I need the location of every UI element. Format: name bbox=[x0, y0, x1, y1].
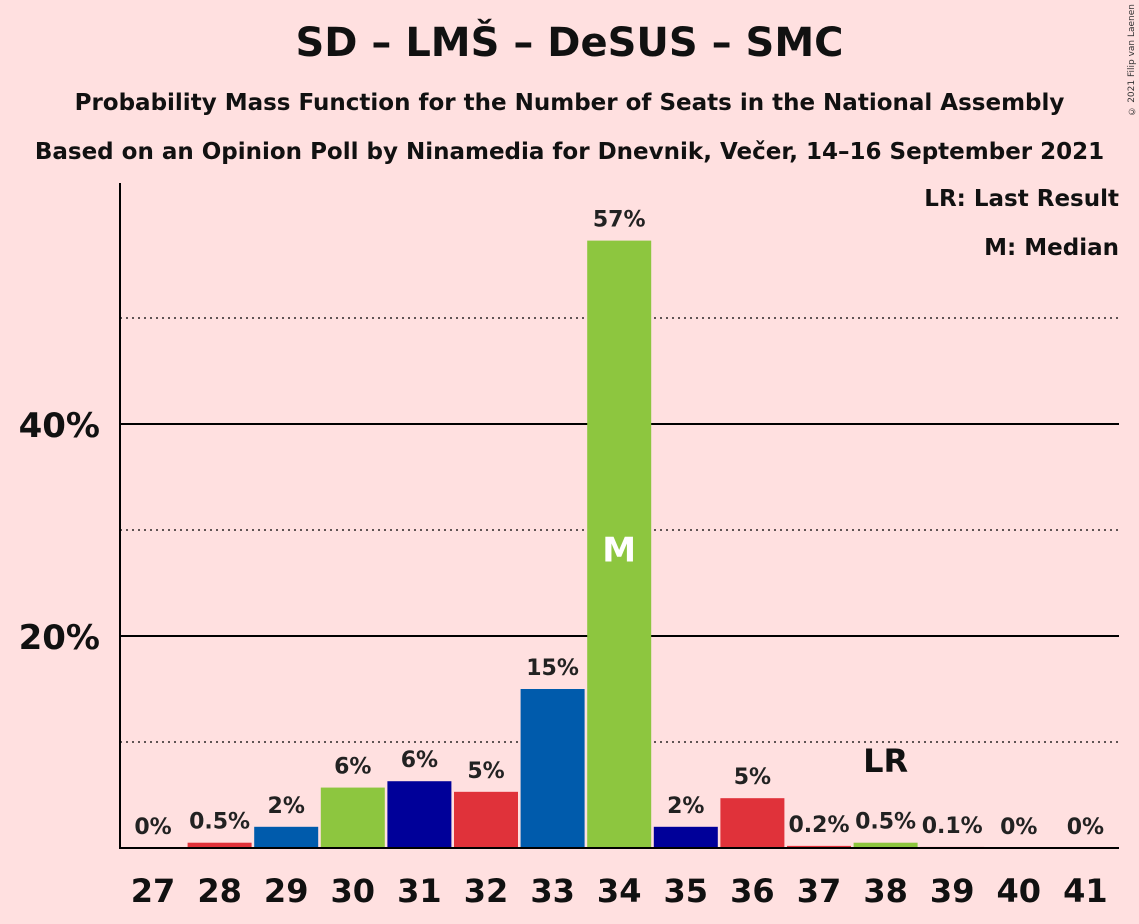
bar-31 bbox=[387, 781, 452, 848]
bar-38 bbox=[853, 842, 918, 848]
last-result-marker: LR bbox=[863, 742, 908, 780]
data-label-31: 6% bbox=[401, 748, 438, 773]
chart-title: SD – LMŠ – DeSUS – SMC bbox=[295, 20, 844, 66]
data-label-29: 2% bbox=[268, 794, 305, 819]
data-label-37: 0.2% bbox=[788, 813, 849, 838]
bar-35 bbox=[653, 826, 718, 848]
data-label-28: 0.5% bbox=[189, 810, 250, 835]
x-tick-label-36: 36 bbox=[730, 872, 775, 910]
x-tick-label-30: 30 bbox=[331, 872, 376, 910]
data-label-35: 2% bbox=[667, 794, 704, 819]
bar-34 bbox=[587, 240, 652, 848]
legend-median: M: Median bbox=[984, 235, 1119, 261]
x-tick-label-27: 27 bbox=[131, 872, 176, 910]
y-tick-label: 40% bbox=[19, 406, 100, 446]
data-label-30: 6% bbox=[334, 755, 371, 780]
x-tick-label-41: 41 bbox=[1063, 872, 1108, 910]
bar-37 bbox=[787, 845, 851, 848]
y-tick-label: 20% bbox=[19, 618, 100, 658]
bar-36 bbox=[720, 798, 785, 848]
chart-subtitle-line-2: Based on an Opinion Poll by Ninamedia fo… bbox=[34, 139, 1105, 165]
x-tick-label-29: 29 bbox=[264, 872, 309, 910]
legend-last-result: LR: Last Result bbox=[924, 186, 1119, 212]
bar-28 bbox=[187, 842, 252, 848]
x-tick-label-38: 38 bbox=[863, 872, 908, 910]
data-label-38: 0.5% bbox=[855, 810, 916, 835]
x-tick-label-37: 37 bbox=[797, 872, 842, 910]
x-tick-label-31: 31 bbox=[397, 872, 442, 910]
data-label-41: 0% bbox=[1067, 815, 1104, 840]
data-label-39: 0.1% bbox=[922, 814, 983, 839]
data-label-34: 57% bbox=[593, 208, 646, 233]
bar-30 bbox=[320, 787, 385, 848]
data-label-27: 0% bbox=[134, 815, 171, 840]
x-tick-label-33: 33 bbox=[530, 872, 575, 910]
data-label-36: 5% bbox=[734, 765, 771, 790]
x-tick-label-32: 32 bbox=[464, 872, 509, 910]
data-label-33: 15% bbox=[526, 656, 579, 681]
bar-32 bbox=[454, 791, 518, 848]
bar-33 bbox=[520, 689, 585, 848]
x-tick-label-35: 35 bbox=[664, 872, 709, 910]
x-tick-label-39: 39 bbox=[930, 872, 975, 910]
bar-29 bbox=[254, 826, 319, 848]
data-label-32: 5% bbox=[467, 759, 504, 784]
chart-subtitle-line-1: Probability Mass Function for the Number… bbox=[74, 90, 1065, 116]
median-marker: M bbox=[602, 531, 636, 571]
x-tick-label-34: 34 bbox=[597, 872, 642, 910]
x-tick-label-40: 40 bbox=[997, 872, 1042, 910]
data-label-40: 0% bbox=[1000, 815, 1037, 840]
x-tick-label-28: 28 bbox=[197, 872, 242, 910]
